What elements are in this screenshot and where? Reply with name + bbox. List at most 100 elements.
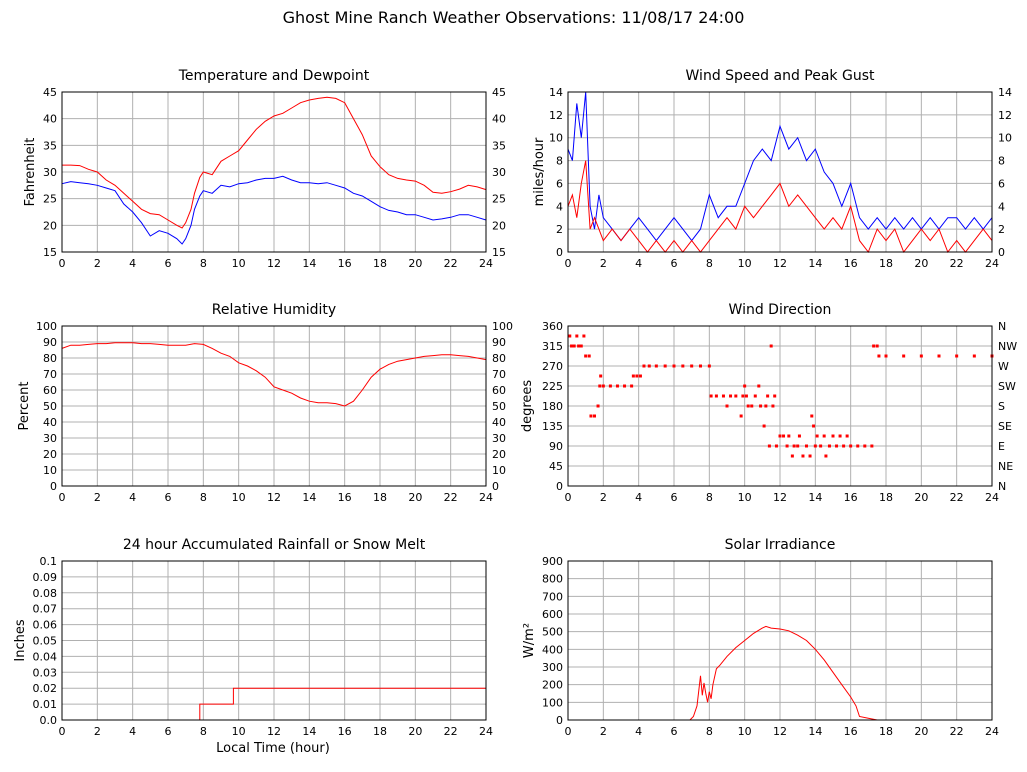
data-point bbox=[919, 354, 923, 358]
y-tick-label: 0.08 bbox=[33, 587, 58, 600]
data-point bbox=[734, 394, 738, 398]
y-tick-label: 0.04 bbox=[33, 650, 58, 663]
x-tick-label: 6 bbox=[671, 257, 678, 270]
data-point bbox=[743, 384, 747, 388]
data-point bbox=[870, 444, 874, 448]
data-point bbox=[813, 444, 817, 448]
y-tick-label: 500 bbox=[542, 626, 563, 639]
x-tick-label: 12 bbox=[773, 725, 787, 738]
right-axis-label: 45 bbox=[492, 86, 506, 99]
right-axis-label: 100 bbox=[492, 320, 513, 333]
x-tick-label: 2 bbox=[94, 491, 101, 504]
data-point bbox=[589, 414, 593, 418]
data-point bbox=[808, 454, 812, 458]
x-tick-label: 14 bbox=[808, 725, 822, 738]
data-point bbox=[690, 364, 694, 368]
series-line bbox=[568, 625, 992, 721]
right-axis-label: 30 bbox=[492, 166, 506, 179]
x-tick-label: 10 bbox=[232, 257, 246, 270]
y-tick-label: 30 bbox=[43, 166, 57, 179]
y-tick-label: 0 bbox=[50, 480, 57, 493]
data-point bbox=[647, 364, 651, 368]
data-point bbox=[902, 354, 906, 358]
data-point bbox=[822, 434, 826, 438]
data-point bbox=[792, 444, 796, 448]
y-tick-label: 400 bbox=[542, 643, 563, 656]
data-point bbox=[725, 404, 729, 408]
plot-frame bbox=[61, 325, 487, 487]
y-tick-label: 8 bbox=[556, 155, 563, 168]
x-tick-label: 8 bbox=[200, 725, 207, 738]
right-axis-label: 70 bbox=[492, 368, 506, 381]
data-point bbox=[872, 344, 876, 348]
data-point bbox=[601, 384, 605, 388]
data-point bbox=[714, 394, 718, 398]
data-point bbox=[815, 434, 819, 438]
x-tick-label: 22 bbox=[444, 257, 458, 270]
x-tick-label: 24 bbox=[479, 491, 493, 504]
right-axis-label: W bbox=[998, 360, 1009, 373]
data-point bbox=[631, 374, 635, 378]
data-point bbox=[972, 354, 976, 358]
y-tick-label: 225 bbox=[542, 380, 563, 393]
x-tick-label: 24 bbox=[479, 257, 493, 270]
data-point bbox=[767, 444, 771, 448]
chart-title: 24 hour Accumulated Rainfall or Snow Mel… bbox=[123, 537, 426, 553]
data-point bbox=[739, 414, 743, 418]
data-point bbox=[796, 444, 800, 448]
x-tick-label: 4 bbox=[635, 491, 642, 504]
x-tick-label: 24 bbox=[985, 725, 999, 738]
right-axis-label: S bbox=[998, 400, 1005, 413]
y-tick-label: 90 bbox=[549, 440, 563, 453]
x-tick-label: 22 bbox=[950, 725, 964, 738]
right-axis-label: 20 bbox=[492, 219, 506, 232]
y-tick-label: 70 bbox=[43, 368, 57, 381]
x-axis-label: Local Time (hour) bbox=[216, 741, 330, 756]
y-tick-label: 0 bbox=[556, 480, 563, 493]
y-tick-label: 0.01 bbox=[33, 698, 58, 711]
x-tick-label: 2 bbox=[94, 257, 101, 270]
data-point bbox=[835, 444, 839, 448]
x-tick-label: 18 bbox=[373, 725, 387, 738]
right-axis-label: 90 bbox=[492, 336, 506, 349]
x-tick-label: 2 bbox=[600, 491, 607, 504]
data-point bbox=[746, 404, 750, 408]
y-tick-label: 315 bbox=[542, 340, 563, 353]
y-axis-label: Fahrenheit bbox=[23, 138, 38, 207]
data-point bbox=[764, 404, 768, 408]
data-point bbox=[587, 354, 591, 358]
x-tick-label: 18 bbox=[373, 491, 387, 504]
y-tick-label: 10 bbox=[549, 132, 563, 145]
y-tick-label: 0.0 bbox=[40, 714, 58, 727]
y-tick-label: 0.09 bbox=[33, 571, 58, 584]
x-tick-label: 8 bbox=[200, 491, 207, 504]
data-point bbox=[838, 434, 842, 438]
chart-title: Temperature and Dewpoint bbox=[178, 68, 370, 84]
y-tick-label: 0 bbox=[556, 246, 563, 259]
data-point bbox=[744, 394, 748, 398]
data-point bbox=[570, 344, 574, 348]
data-point bbox=[635, 374, 639, 378]
right-axis-label: 8 bbox=[998, 155, 1005, 168]
x-tick-label: 18 bbox=[373, 257, 387, 270]
data-point bbox=[593, 414, 596, 418]
data-point bbox=[577, 344, 581, 348]
right-axis-label: N bbox=[998, 320, 1006, 333]
x-tick-label: 12 bbox=[267, 491, 281, 504]
x-tick-label: 4 bbox=[129, 491, 136, 504]
right-axis-label: 40 bbox=[492, 416, 506, 429]
right-axis-label: 20 bbox=[492, 448, 506, 461]
x-tick-label: 12 bbox=[267, 725, 281, 738]
x-tick-label: 22 bbox=[950, 491, 964, 504]
data-point bbox=[729, 394, 733, 398]
right-axis-label: 50 bbox=[492, 400, 506, 413]
data-point bbox=[819, 444, 823, 448]
y-axis-label: degrees bbox=[520, 380, 535, 433]
y-tick-label: 60 bbox=[43, 384, 57, 397]
y-tick-label: 6 bbox=[556, 177, 563, 190]
y-tick-label: 0.07 bbox=[33, 603, 58, 616]
x-tick-label: 24 bbox=[985, 257, 999, 270]
